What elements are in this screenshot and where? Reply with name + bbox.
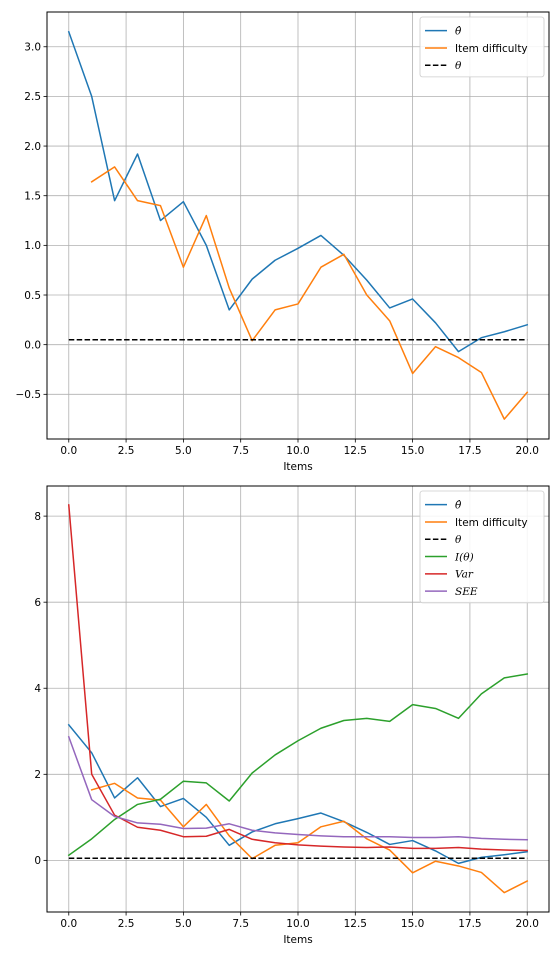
y-tick-label: 6 — [34, 597, 41, 609]
legend-box — [419, 16, 545, 78]
series-line-see — [67, 735, 528, 841]
chart-bottom-legend: θ̂ Item difficulty θ I(θ) Var SEE — [419, 490, 545, 604]
legend-box — [419, 490, 545, 604]
series-line-theta — [67, 723, 529, 865]
y-tick-label: 8 — [34, 511, 41, 523]
chart-bottom-ticks: 0.0 2.5 5.0 7.5 10.0 12.5 15.0 17.5 20.0 0 2 4 6 8 — [34, 511, 539, 930]
legend-label-item-difficulty: Item difficulty — [455, 43, 528, 55]
x-tick-label: 0.0 — [60, 445, 77, 457]
chart-top-xlabel: Items — [283, 461, 312, 473]
y-tick-label: 2.5 — [24, 91, 41, 103]
legend-label-theta: θ — [455, 534, 462, 546]
y-tick-label: 0 — [34, 855, 41, 867]
chart-bottom: 0.0 2.5 5.0 7.5 10.0 12.5 15.0 17.5 20.0 0 2 4 6 8 It… — [34, 485, 550, 946]
chart-bottom-series — [67, 504, 529, 894]
y-tick-label: 1.5 — [24, 191, 41, 203]
series-line-var — [67, 504, 528, 852]
legend-label-theta: θ̂ — [455, 499, 462, 511]
x-tick-label: 5.0 — [175, 918, 192, 930]
chart-bottom-xlabel: Items — [283, 934, 312, 946]
series-line-i — [67, 673, 529, 857]
chart-top: 0.0 2.5 5.0 7.5 10.0 12.5 15.0 17.5 20.0 −0.5 0.0 0… — [16, 11, 550, 473]
chart-top-legend: θ̂ Item difficulty θ — [419, 16, 545, 78]
y-tick-label: 0.5 — [24, 290, 41, 302]
y-tick-label: 2.0 — [24, 141, 41, 153]
y-tick-label: 4 — [34, 683, 41, 695]
y-tick-label: 3.0 — [24, 42, 41, 54]
x-tick-label: 7.5 — [232, 918, 249, 930]
chart-top-series — [67, 30, 529, 420]
legend-label-theta: θ̂ — [455, 25, 462, 37]
x-tick-label: 15.0 — [401, 445, 424, 457]
x-tick-label: 17.5 — [458, 445, 481, 457]
y-tick-label: −0.5 — [16, 389, 42, 401]
legend-label-see: SEE — [455, 586, 478, 598]
x-tick-label: 7.5 — [232, 445, 249, 457]
y-tick-label: 2 — [34, 769, 41, 781]
x-tick-label: 12.5 — [344, 445, 367, 457]
x-tick-label: 2.5 — [118, 918, 135, 930]
x-tick-label: 17.5 — [458, 918, 481, 930]
legend-label-var: Var — [455, 569, 474, 581]
x-tick-label: 20.0 — [516, 445, 539, 457]
legend-label-item-difficulty: Item difficulty — [455, 517, 528, 529]
x-tick-label: 10.0 — [286, 445, 309, 457]
legend-label-theta: θ — [455, 60, 462, 72]
legend-label-i: I(θ) — [454, 551, 474, 563]
y-tick-label: 0.0 — [24, 339, 41, 351]
chart-top-grid — [47, 12, 549, 439]
x-tick-label: 2.5 — [118, 445, 135, 457]
x-tick-label: 12.5 — [344, 918, 367, 930]
x-tick-label: 0.0 — [60, 918, 77, 930]
y-tick-label: 1.0 — [24, 240, 41, 252]
x-tick-label: 5.0 — [175, 445, 192, 457]
chart-top-ticks: 0.0 2.5 5.0 7.5 10.0 12.5 15.0 17.5 20.0 −0.5 0.0 0… — [16, 42, 539, 457]
series-line-item-difficulty — [90, 166, 529, 420]
x-tick-label: 10.0 — [286, 918, 309, 930]
series-line-theta — [67, 30, 529, 353]
x-tick-label: 15.0 — [401, 918, 424, 930]
x-tick-label: 20.0 — [516, 918, 539, 930]
